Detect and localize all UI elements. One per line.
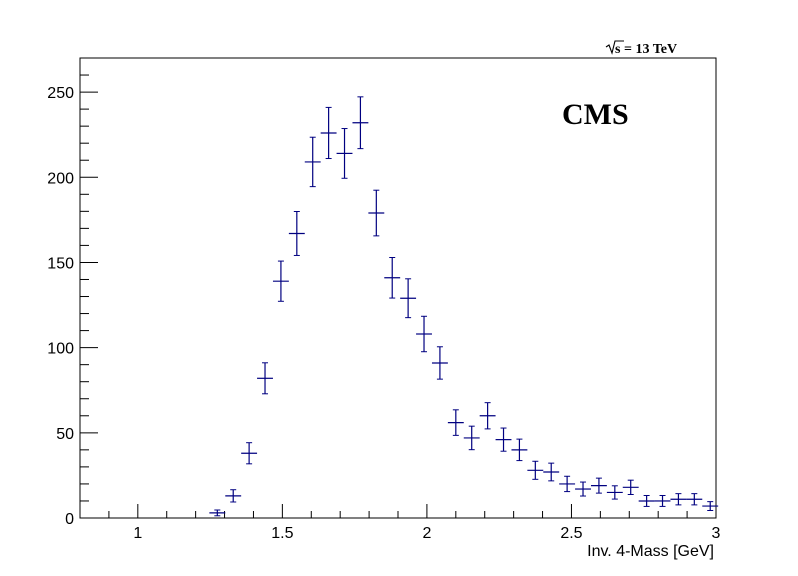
y-tick-label: 250 (47, 85, 74, 102)
data-point (575, 481, 591, 497)
data-point (622, 479, 639, 495)
data-point (336, 128, 353, 179)
data-point (320, 106, 337, 160)
x-tick-label: 3 (712, 525, 721, 542)
data-point (590, 477, 607, 494)
data-point (511, 438, 528, 462)
data-point (304, 136, 321, 188)
data-point (702, 501, 719, 512)
data-point (288, 211, 305, 256)
data-point (543, 462, 560, 482)
data-point (241, 442, 258, 465)
data-point (352, 96, 369, 150)
data-point (416, 315, 432, 353)
energy-symbol: s (615, 42, 621, 57)
y-axis: 0 50 100 150 200 250 (47, 57, 98, 528)
data-point (209, 509, 226, 517)
x-tick-label: 1.5 (271, 525, 293, 542)
x-axis: 1 1.5 2 2.5 3 (108, 504, 721, 542)
data-point (638, 495, 655, 507)
y-tick-label: 200 (47, 170, 74, 187)
data-point (400, 278, 417, 319)
data-point (527, 460, 544, 480)
data-point (606, 485, 623, 500)
x-axis-title: Inv. 4-Mass [GeV] (587, 543, 714, 560)
y-tick-label: 100 (47, 341, 74, 358)
y-tick-label: 50 (56, 426, 74, 443)
sqrt-symbol (605, 40, 624, 55)
data-points (209, 96, 719, 517)
data-point (368, 189, 385, 237)
y-tick-label: 150 (47, 255, 74, 272)
data-point (447, 409, 464, 436)
x-tick-label: 2 (422, 525, 431, 542)
data-point (559, 475, 576, 493)
x-tick-label: 2.5 (560, 525, 582, 542)
energy-label: s = 13 TeV (605, 40, 677, 57)
data-point (654, 495, 671, 507)
experiment-label: CMS (562, 98, 629, 131)
data-point (479, 402, 496, 430)
energy-value: = 13 TeV (624, 42, 677, 57)
data-point (257, 362, 273, 395)
data-point (463, 425, 480, 451)
data-point (384, 257, 401, 299)
y-tick-label: 0 (65, 511, 74, 528)
data-point (495, 427, 512, 452)
data-point (670, 493, 687, 506)
data-point (272, 260, 289, 302)
data-point (431, 346, 448, 380)
x-tick-label: 1 (133, 525, 142, 542)
data-point (225, 489, 242, 503)
data-point (686, 493, 703, 506)
